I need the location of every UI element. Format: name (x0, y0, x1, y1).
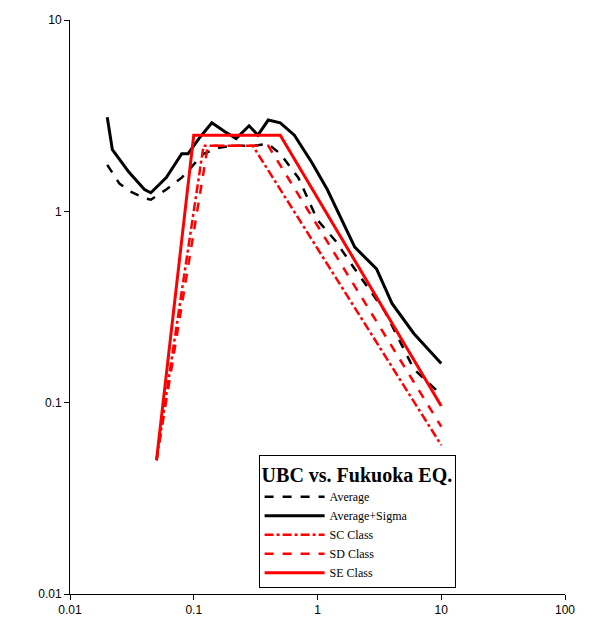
svg-text:SE Class: SE Class (330, 566, 373, 580)
svg-text:UBC vs. Fukuoka EQ.: UBC vs. Fukuoka EQ. (262, 464, 453, 486)
svg-text:SC Class: SC Class (330, 528, 374, 542)
svg-text:0.1: 0.1 (45, 396, 62, 410)
svg-text:100: 100 (555, 603, 575, 617)
svg-text:10: 10 (48, 13, 62, 27)
svg-text:0.01: 0.01 (58, 603, 82, 617)
svg-text:Average+Sigma: Average+Sigma (330, 509, 408, 523)
svg-text:Average: Average (330, 490, 370, 504)
svg-text:0.1: 0.1 (185, 603, 202, 617)
svg-text:1: 1 (314, 603, 321, 617)
svg-text:0.01: 0.01 (38, 587, 62, 601)
svg-text:1: 1 (55, 205, 62, 219)
svg-text:10: 10 (435, 603, 449, 617)
svg-text:SD Class: SD Class (330, 547, 375, 561)
